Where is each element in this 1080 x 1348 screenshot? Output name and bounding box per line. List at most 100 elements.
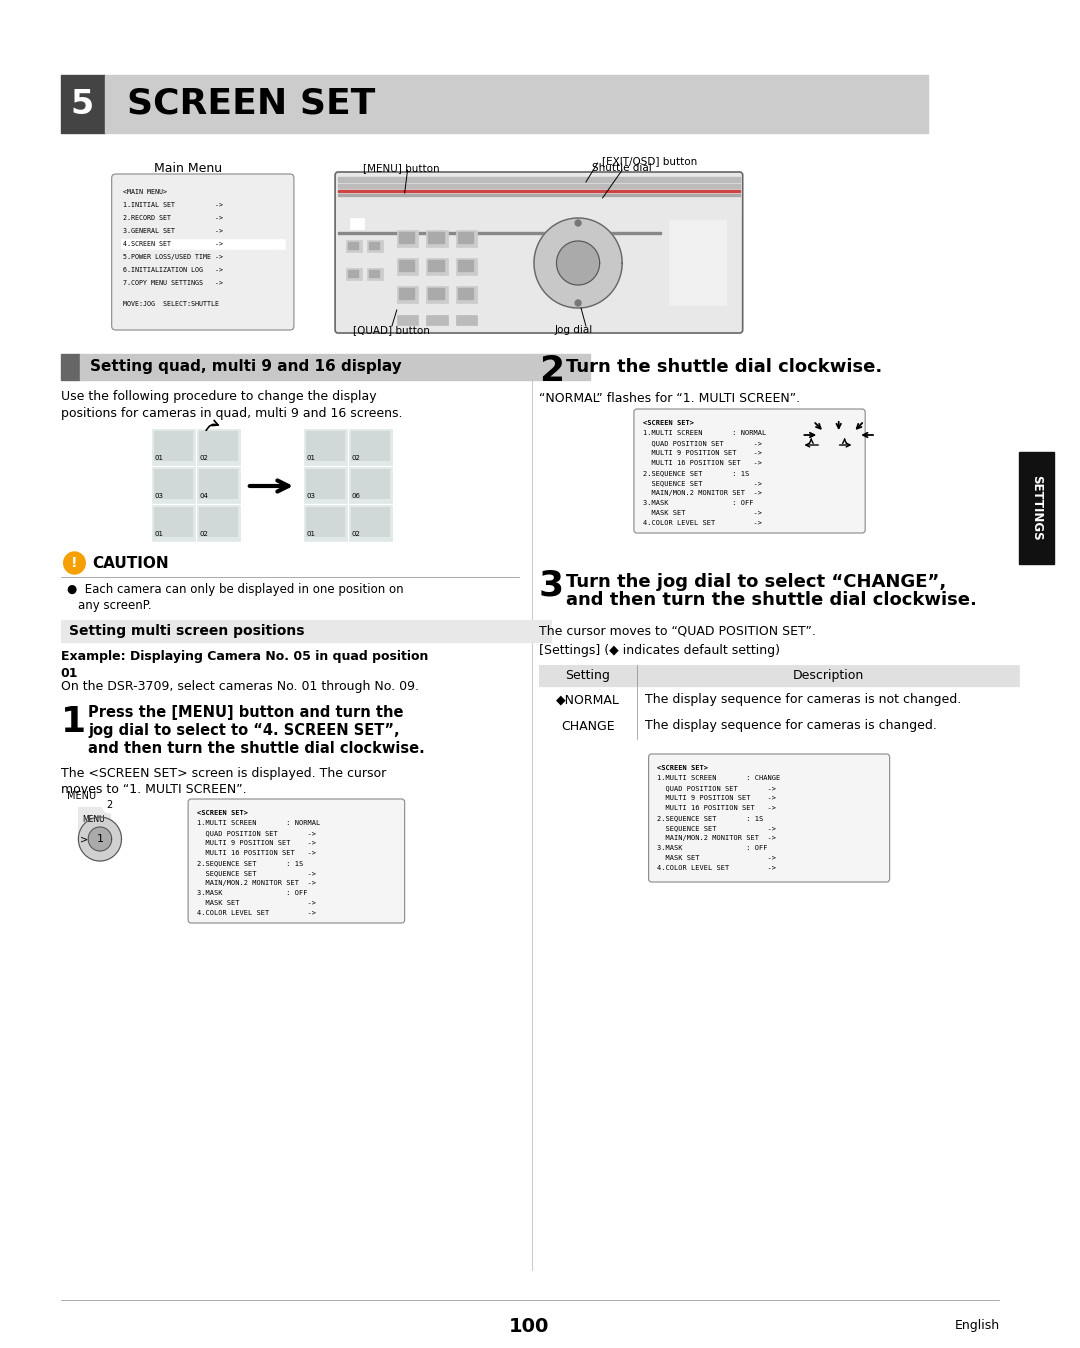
Text: 1.MULTI SCREEN       : NORMAL: 1.MULTI SCREEN : NORMAL (643, 430, 766, 435)
Bar (60, 75, 105, 133)
Text: 4.COLOR LEVEL SET         ->: 4.COLOR LEVEL SET -> (658, 865, 777, 871)
Bar (338, 190, 740, 191)
Bar (367, 268, 383, 280)
Text: Turn the shuttle dial clockwise.: Turn the shuttle dial clockwise. (566, 359, 882, 376)
Text: >: > (80, 834, 89, 844)
Text: QUAD POSITION SET       ->: QUAD POSITION SET -> (643, 439, 761, 446)
Bar (338, 198, 740, 216)
Bar (351, 431, 390, 461)
Bar (427, 231, 448, 247)
Bar (428, 288, 444, 299)
Text: 2.RECORD SET           ->: 2.RECORD SET -> (123, 214, 224, 221)
Bar (338, 183, 740, 187)
Text: 3.MASK               : OFF: 3.MASK : OFF (658, 845, 768, 851)
Bar (369, 243, 379, 249)
Text: Shuttle dial: Shuttle dial (592, 163, 651, 173)
Bar (456, 231, 477, 247)
Bar (428, 232, 444, 243)
Text: 3.MASK               : OFF: 3.MASK : OFF (643, 500, 753, 506)
Bar (60, 620, 551, 642)
Text: MULTI 16 POSITION SET   ->: MULTI 16 POSITION SET -> (643, 460, 761, 466)
Text: 3.MASK               : OFF: 3.MASK : OFF (197, 890, 308, 896)
Text: 3: 3 (539, 569, 564, 603)
Bar (79, 807, 110, 832)
Bar (656, 785, 882, 795)
Bar (456, 286, 477, 303)
Text: 01: 01 (60, 667, 78, 679)
Text: Press the [MENU] button and turn the: Press the [MENU] button and turn the (89, 705, 404, 720)
Text: 2: 2 (539, 355, 564, 388)
Text: 01: 01 (154, 531, 164, 537)
Bar (306, 507, 345, 537)
Bar (539, 713, 1020, 739)
Bar (195, 820, 397, 830)
Text: <SCREEN SET>: <SCREEN SET> (197, 810, 248, 816)
Bar (153, 431, 193, 461)
Text: 5.POWER LOSS/USED TIME ->: 5.POWER LOSS/USED TIME -> (123, 253, 224, 260)
Bar (348, 243, 357, 249)
Bar (199, 507, 238, 537)
Text: 3.GENERAL SET          ->: 3.GENERAL SET -> (123, 228, 224, 235)
Text: SETTINGS: SETTINGS (1030, 476, 1043, 541)
Bar (427, 315, 448, 325)
Text: [QUAD] button: [QUAD] button (353, 325, 430, 336)
Bar (199, 431, 238, 461)
Text: 02: 02 (200, 531, 208, 537)
Bar (197, 506, 240, 541)
Text: 1.MULTI SCREEN       : NORMAL: 1.MULTI SCREEN : NORMAL (197, 820, 320, 826)
Text: 1.INITIAL SET          ->: 1.INITIAL SET -> (123, 202, 224, 208)
Text: 6.INITIALIZATION LOG   ->: 6.INITIALIZATION LOG -> (123, 267, 224, 274)
Text: QUAD POSITION SET       ->: QUAD POSITION SET -> (658, 785, 777, 791)
Text: The cursor moves to “QUAD POSITION SET”.: The cursor moves to “QUAD POSITION SET”. (539, 624, 815, 638)
Bar (428, 260, 444, 271)
Text: <SCREEN SET>: <SCREEN SET> (658, 766, 708, 771)
Circle shape (102, 797, 118, 813)
Text: 1.MULTI SCREEN       : CHANGE: 1.MULTI SCREEN : CHANGE (658, 775, 781, 780)
Text: SEQUENCE SET            ->: SEQUENCE SET -> (197, 869, 316, 876)
Text: 2: 2 (107, 799, 113, 810)
Text: 2.SEQUENCE SET       : 1S: 2.SEQUENCE SET : 1S (658, 816, 764, 821)
Text: 03: 03 (307, 493, 315, 499)
Text: [Settings] (◆ indicates default setting): [Settings] (◆ indicates default setting) (539, 644, 780, 656)
Text: 7.COPY MENU SETTINGS   ->: 7.COPY MENU SETTINGS -> (123, 280, 224, 286)
Text: 1: 1 (96, 834, 104, 844)
Bar (458, 260, 473, 271)
Text: <SCREEN SET>: <SCREEN SET> (643, 421, 693, 426)
Text: Jog dial: Jog dial (554, 325, 593, 336)
Text: The <SCREEN SET> screen is displayed. The cursor: The <SCREEN SET> screen is displayed. Th… (60, 767, 386, 780)
Bar (349, 466, 392, 503)
Bar (369, 270, 379, 276)
Bar (60, 355, 80, 380)
Bar (539, 665, 1020, 739)
Text: 03: 03 (154, 493, 164, 499)
Text: <MAIN MENU>: <MAIN MENU> (123, 189, 167, 195)
Bar (306, 469, 345, 499)
Bar (396, 286, 418, 303)
Text: 5: 5 (70, 88, 94, 120)
FancyBboxPatch shape (188, 799, 405, 923)
Text: 100: 100 (509, 1317, 550, 1336)
Text: 02: 02 (352, 456, 361, 461)
Bar (539, 665, 637, 687)
Text: Use the following procedure to change the display: Use the following procedure to change th… (60, 390, 376, 403)
Bar (348, 270, 357, 276)
Text: and then turn the shuttle dial clockwise.: and then turn the shuttle dial clockwise… (566, 590, 977, 609)
Bar (153, 469, 193, 499)
Text: 2.SEQUENCE SET       : 1S: 2.SEQUENCE SET : 1S (197, 860, 303, 865)
Text: 01: 01 (307, 456, 315, 461)
Text: MOVE:JOG  SELECT:SHUTTLE: MOVE:JOG SELECT:SHUTTLE (123, 301, 219, 307)
Bar (396, 231, 418, 247)
Text: MAIN/MON.2 MONITOR SET  ->: MAIN/MON.2 MONITOR SET -> (643, 491, 761, 496)
Bar (199, 469, 238, 499)
Bar (399, 288, 415, 299)
Bar (152, 429, 195, 465)
Bar (338, 194, 740, 195)
Text: English: English (955, 1320, 999, 1333)
Bar (346, 268, 362, 280)
Bar (456, 257, 477, 275)
Bar (153, 507, 193, 537)
Text: 2.SEQUENCE SET       : 1S: 2.SEQUENCE SET : 1S (643, 470, 750, 476)
Bar (303, 506, 347, 541)
Text: !: ! (71, 555, 78, 570)
Text: moves to “1. MULTI SCREEN”.: moves to “1. MULTI SCREEN”. (60, 783, 246, 797)
